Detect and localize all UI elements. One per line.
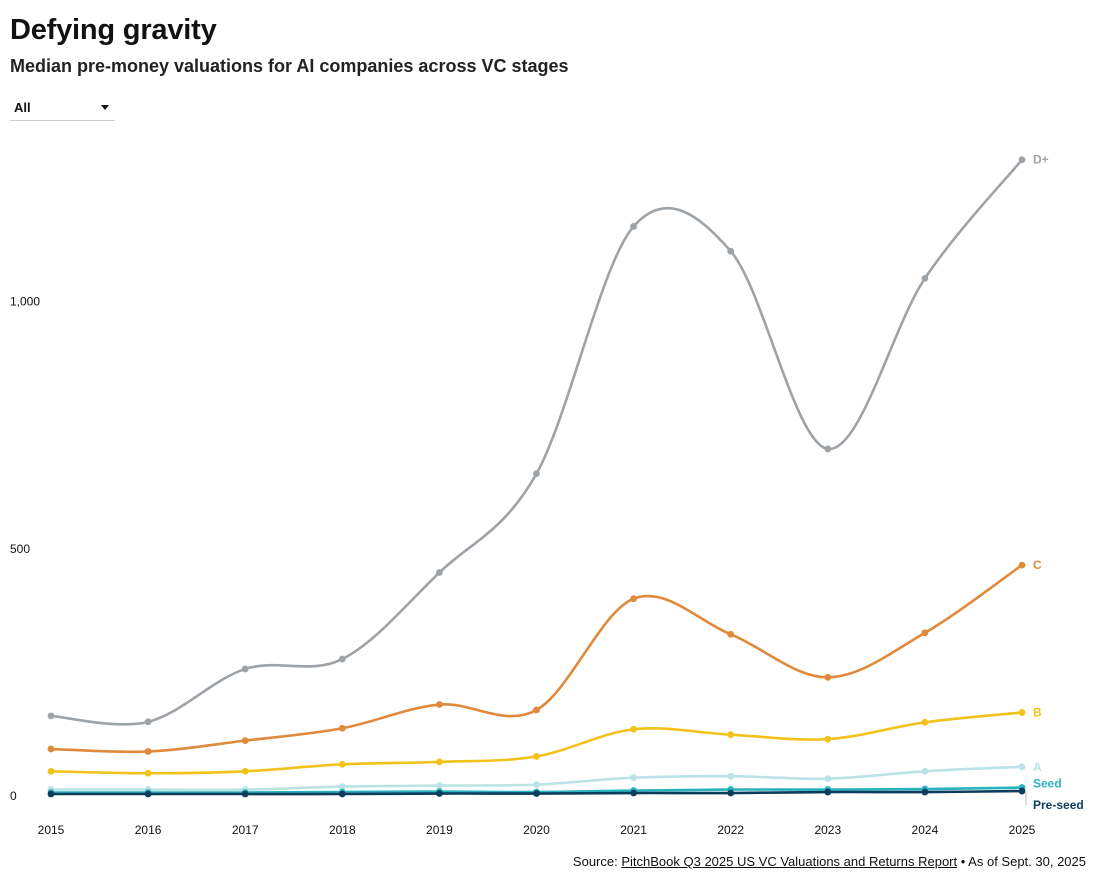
- source-note: Source: PitchBook Q3 2025 US VC Valuatio…: [573, 854, 1086, 869]
- data-point[interactable]: [533, 706, 540, 714]
- data-point[interactable]: [1018, 156, 1026, 164]
- data-point[interactable]: [241, 790, 249, 798]
- data-point[interactable]: [1018, 763, 1026, 771]
- chart-title: Defying gravity: [10, 14, 217, 46]
- data-point[interactable]: [630, 774, 637, 782]
- data-point[interactable]: [630, 223, 637, 230]
- y-tick-label: 500: [10, 542, 30, 556]
- data-point[interactable]: [824, 775, 832, 783]
- chart-subtitle: Median pre-money valuations for AI compa…: [10, 56, 569, 76]
- data-point[interactable]: [241, 737, 249, 745]
- data-point[interactable]: [338, 724, 346, 732]
- data-point[interactable]: [241, 665, 249, 673]
- source-prefix: Source:: [572, 854, 622, 869]
- x-tick-label: 2018: [329, 823, 356, 837]
- data-point[interactable]: [921, 718, 929, 726]
- data-point[interactable]: [436, 790, 443, 797]
- data-point[interactable]: [824, 673, 832, 681]
- chevron-down-icon: [101, 105, 109, 110]
- series-label: C: [1033, 558, 1042, 572]
- data-point[interactable]: [47, 767, 55, 775]
- x-tick-label: 2021: [620, 823, 647, 837]
- data-point[interactable]: [1018, 787, 1026, 795]
- data-point[interactable]: [338, 760, 346, 768]
- data-point[interactable]: [727, 731, 735, 739]
- data-point[interactable]: [921, 629, 929, 637]
- x-tick-label: 2022: [717, 823, 744, 837]
- data-point[interactable]: [533, 781, 540, 789]
- y-tick-label: 1,000: [10, 295, 40, 309]
- data-point[interactable]: [144, 790, 152, 798]
- data-point[interactable]: [824, 735, 832, 743]
- data-point[interactable]: [921, 274, 929, 282]
- series-label: B: [1033, 705, 1042, 719]
- data-point[interactable]: [533, 790, 540, 797]
- data-point[interactable]: [436, 782, 443, 790]
- data-point[interactable]: [630, 595, 637, 603]
- x-tick-label: 2023: [814, 823, 841, 837]
- x-tick-label: 2017: [232, 823, 259, 837]
- source-suffix: • As of Sept. 30, 2025: [957, 854, 1086, 869]
- x-tick-label: 2020: [523, 823, 550, 837]
- series-line: [49, 158, 1024, 726]
- series-line: [49, 711, 1024, 775]
- x-tick-label: 2016: [135, 823, 162, 837]
- data-point[interactable]: [630, 789, 637, 797]
- series-label: Seed: [1033, 777, 1062, 791]
- data-point[interactable]: [1018, 561, 1026, 569]
- series-label: D+: [1033, 153, 1049, 167]
- series-label: A: [1033, 760, 1042, 774]
- data-point[interactable]: [144, 748, 152, 755]
- data-point[interactable]: [47, 790, 55, 798]
- series-label: Pre-seed: [1033, 798, 1084, 812]
- stage-filter-value: All: [14, 100, 31, 115]
- data-point[interactable]: [727, 247, 735, 255]
- x-tick-label: 2025: [1009, 823, 1036, 837]
- x-tick-label: 2015: [38, 823, 65, 837]
- data-point[interactable]: [436, 569, 443, 576]
- data-point[interactable]: [727, 772, 735, 780]
- x-tick-label: 2019: [426, 823, 453, 837]
- data-point[interactable]: [630, 725, 637, 733]
- data-point[interactable]: [241, 767, 249, 775]
- data-point[interactable]: [436, 701, 443, 708]
- series-line: [49, 563, 1024, 754]
- data-point[interactable]: [1018, 709, 1026, 716]
- data-point[interactable]: [921, 767, 929, 775]
- data-point[interactable]: [144, 718, 152, 726]
- data-point[interactable]: [338, 790, 346, 798]
- source-link[interactable]: PitchBook Q3 2025 US VC Valuations and R…: [621, 854, 958, 869]
- data-point[interactable]: [824, 445, 832, 453]
- data-point[interactable]: [824, 788, 832, 796]
- data-point[interactable]: [144, 769, 152, 777]
- data-point[interactable]: [338, 783, 346, 790]
- y-tick-label: 0: [10, 789, 17, 803]
- stage-filter-dropdown[interactable]: All: [10, 96, 115, 121]
- x-tick-label: 2024: [912, 823, 939, 837]
- data-point[interactable]: [47, 745, 55, 753]
- data-point[interactable]: [533, 470, 540, 478]
- data-point[interactable]: [436, 758, 443, 766]
- data-point[interactable]: [727, 789, 735, 797]
- data-point[interactable]: [338, 655, 346, 663]
- data-point[interactable]: [47, 712, 55, 720]
- data-point[interactable]: [533, 753, 540, 760]
- data-point[interactable]: [921, 788, 929, 796]
- data-point[interactable]: [727, 630, 735, 638]
